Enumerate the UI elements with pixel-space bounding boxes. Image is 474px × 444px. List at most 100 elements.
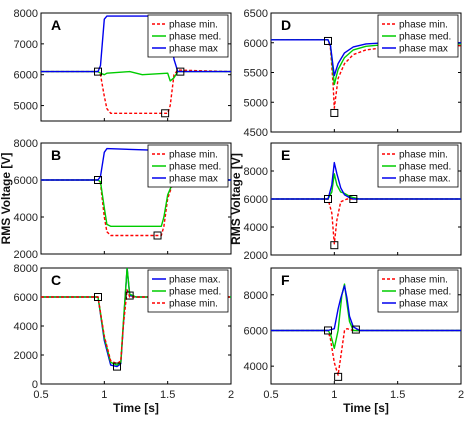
legend-entry: phase max [169, 44, 218, 55]
legend-entry: phase med. [399, 287, 451, 298]
y-tick-label: 6000 [14, 175, 38, 187]
event-marker [324, 36, 332, 45]
x-tick-label: 1 [101, 389, 107, 401]
legend-entry: phase min. [399, 20, 448, 31]
y-tick-label: 0 [32, 379, 38, 391]
panel-letter: F [281, 272, 290, 288]
series-line-phase-max [271, 285, 461, 332]
legend: phase min.phase med.phase max [147, 14, 229, 58]
legend-entry: phase max [399, 299, 448, 310]
panel-letter: A [51, 17, 61, 33]
legend-entry: phase min. [399, 275, 448, 286]
event-marker [161, 109, 170, 118]
x-tick-label: 2 [228, 389, 234, 401]
x-tick-label: 1.5 [390, 389, 405, 401]
y-tick-label: 2000 [244, 250, 268, 262]
panel-letter: B [51, 147, 61, 163]
legend: phase min.phase med.phase max [377, 14, 459, 58]
panel-a: 5000 6000 7000 8000 A phase min.phase med.pha… [14, 8, 232, 122]
legend: phase min.phase med.phase max. [377, 144, 459, 188]
y-tick-label: 6000 [14, 292, 38, 304]
y-tick-label: 5500 [244, 68, 268, 80]
series-line-phase-min [271, 328, 461, 376]
y-tick-label: 6000 [14, 70, 38, 82]
legend-entry: phase med. [169, 162, 221, 173]
event-marker [176, 67, 185, 76]
y-tick-label: 8000 [244, 290, 268, 302]
x-tick-label: 2 [458, 389, 464, 401]
legend-entry: phase min. [399, 150, 448, 161]
y-tick-label: 6000 [244, 194, 268, 206]
panel-f: 4000 6000 8000 0.5 1 1.5 2 F phase min.phase med… [244, 267, 464, 415]
y-tick-label: 5000 [244, 97, 268, 109]
event-marker [94, 67, 102, 76]
legend-entry: phase min. [169, 299, 218, 310]
panel-e: 2000 4000 6000 8000 E phase min.phase med.pha… [229, 142, 462, 262]
event-marker [351, 325, 360, 334]
event-marker [334, 372, 343, 381]
series-line-phase-med [41, 179, 231, 228]
y-tick-label: 8000 [14, 8, 38, 20]
y-tick-label: 8000 [14, 138, 38, 150]
legend-entry: phase med. [169, 287, 221, 298]
panel-letter: C [51, 272, 61, 288]
y-tick-label: 4000 [244, 361, 268, 373]
panel-b: 2000 4000 6000 8000 B phase min.phase med.pha… [0, 138, 232, 261]
y-tick-label: 6000 [244, 38, 268, 50]
series-group [271, 283, 461, 376]
series-line-phase-min [41, 69, 231, 115]
event-marker [113, 362, 121, 371]
event-marker [330, 108, 339, 117]
y-axis-label: RMS Voltage [V] [0, 153, 13, 245]
y-tick-label: 2000 [14, 249, 38, 261]
series-line-phase-med [41, 268, 231, 366]
event-marker [349, 195, 358, 203]
y-tick-label: 6000 [244, 325, 268, 337]
x-axis-label: Time [s] [343, 401, 389, 415]
legend-entry: phase min. [169, 150, 218, 161]
y-axis-label: RMS Voltage [V] [229, 153, 243, 245]
x-tick-label: 1.5 [160, 389, 175, 401]
event-marker [94, 293, 102, 301]
legend-entry: phase med. [169, 32, 221, 43]
y-tick-label: 4000 [14, 212, 38, 224]
panel-letter: D [281, 17, 291, 33]
event-marker [324, 326, 332, 335]
x-tick-label: 0.5 [33, 389, 48, 401]
y-tick-label: 2000 [14, 350, 38, 362]
legend-entry: phase max [399, 44, 448, 55]
legend-entry: phase med. [399, 162, 451, 173]
series-line-phase-med [271, 173, 461, 200]
legend: phase max.phase med.phase min. [147, 269, 229, 313]
legend: phase min.phase med.phase max [377, 269, 459, 313]
y-tick-label: 7000 [14, 39, 38, 51]
series-line-phase-max [271, 161, 461, 200]
panel-letter: E [281, 147, 290, 163]
x-tick-label: 0.5 [263, 389, 278, 401]
x-tick-label: 1 [331, 389, 337, 401]
event-marker [94, 176, 102, 184]
event-marker [153, 231, 162, 240]
legend-entry: phase max [169, 174, 218, 185]
legend-entry: phase med. [399, 32, 451, 43]
series-line-phase-min [41, 179, 231, 237]
y-tick-label: 4000 [14, 321, 38, 333]
legend-entry: phase max. [399, 174, 451, 185]
panel-d: 4500 5000 5500 6000 6500 D phase min.phase med… [244, 8, 462, 139]
y-tick-label: 8000 [244, 166, 268, 178]
event-marker [324, 195, 332, 203]
y-tick-label: 4000 [244, 222, 268, 234]
y-tick-label: 6500 [244, 8, 268, 20]
legend-entry: phase max. [169, 275, 221, 286]
event-marker [125, 291, 134, 300]
legend: phase min.phase med.phase max [147, 144, 229, 188]
y-tick-label: 4500 [244, 127, 268, 139]
x-axis-label: Time [s] [113, 401, 159, 415]
y-tick-label: 5000 [14, 101, 38, 113]
legend-entry: phase min. [169, 20, 218, 31]
series-line-phase-med [41, 70, 231, 82]
y-tick-label: 8000 [14, 263, 38, 275]
event-marker [330, 241, 339, 250]
